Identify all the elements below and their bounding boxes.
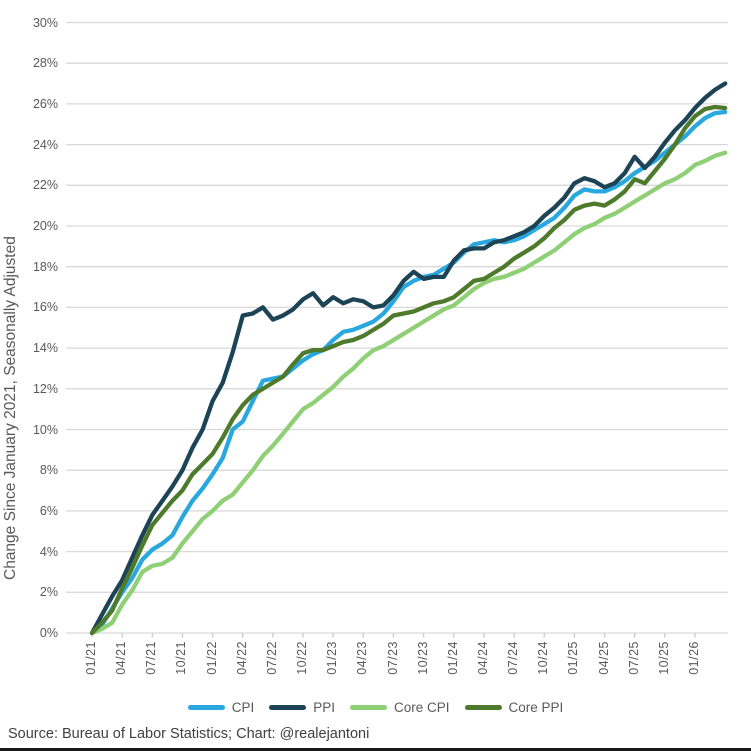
legend-item-core-cpi: Core CPI: [349, 700, 450, 715]
legend-swatch: [269, 705, 307, 710]
legend-label: Core CPI: [393, 700, 450, 715]
y-tick-label: 30%: [32, 15, 58, 30]
x-tick-label: 07/23: [385, 641, 400, 675]
legend-item-core-ppi: Core PPI: [464, 700, 564, 715]
x-tick-label: 04/24: [475, 641, 490, 675]
y-tick-label: 22%: [32, 178, 58, 193]
series-line-core-cpi: [89, 150, 728, 636]
y-tick-label: 10%: [32, 422, 58, 437]
legend-item-cpi: CPI: [187, 700, 255, 715]
x-tick-label: 04/25: [596, 641, 611, 675]
legend-swatch: [349, 705, 387, 710]
y-tick-label: 8%: [39, 463, 58, 478]
series-line-core-ppi: [89, 104, 728, 636]
x-tick-label: 04/23: [355, 641, 370, 675]
series-line-cpi: [89, 109, 728, 636]
x-tick-label: 04/22: [234, 641, 249, 675]
y-axis-title: Change Since January 2021, Seasonally Ad…: [2, 236, 19, 580]
legend-swatch: [187, 705, 225, 710]
gridlines: [66, 21, 728, 634]
y-tick-label: 20%: [32, 219, 58, 233]
x-tick-label: 01/23: [325, 641, 340, 675]
x-tick-label: 10/23: [415, 641, 430, 675]
y-tick-label: 28%: [32, 56, 58, 71]
legend: CPI PPI Core CPI Core PPI: [0, 700, 751, 715]
source-note: Source: Bureau of Labor Statistics; Char…: [8, 726, 370, 742]
x-tick-label: 01/22: [204, 641, 219, 675]
x-tick-label: 01/26: [687, 641, 701, 675]
y-tick-label: 26%: [32, 96, 58, 111]
y-tick-label: 6%: [39, 503, 58, 518]
legend-label: PPI: [313, 700, 335, 715]
y-tick-label: 4%: [39, 544, 58, 559]
x-tick-label: 10/22: [295, 641, 310, 675]
y-tick-label: 18%: [32, 259, 58, 274]
y-tick-label: 16%: [32, 300, 58, 315]
y-tick-label: 12%: [32, 381, 58, 396]
x-axis-ticks: [91, 633, 696, 638]
x-tick-label: 04/21: [114, 641, 129, 675]
x-tick-label: 07/22: [264, 641, 279, 675]
y-tick-label: 2%: [39, 585, 58, 600]
y-tick-label: 0%: [39, 626, 58, 640]
x-tick-label: 07/24: [506, 641, 521, 675]
y-tick-label: 24%: [32, 137, 58, 152]
series-line-ppi: [89, 81, 728, 636]
x-tick-label: 01/24: [445, 641, 460, 675]
x-tick-label: 10/25: [656, 641, 671, 675]
x-tick-label: 01/21: [84, 641, 98, 675]
legend-label: CPI: [231, 700, 255, 715]
legend-item-ppi: PPI: [269, 700, 335, 715]
bottom-divider: [0, 748, 751, 751]
legend-swatch: [464, 705, 502, 710]
legend-label: Core PPI: [508, 700, 564, 715]
x-tick-label: 07/25: [626, 641, 641, 675]
x-tick-label: 10/21: [174, 641, 189, 675]
x-tick-label: 07/21: [144, 641, 159, 675]
y-tick-label: 14%: [32, 341, 58, 356]
series-lines: [89, 81, 728, 636]
x-tick-label: 01/25: [566, 641, 581, 675]
x-tick-label: 10/24: [536, 641, 551, 675]
